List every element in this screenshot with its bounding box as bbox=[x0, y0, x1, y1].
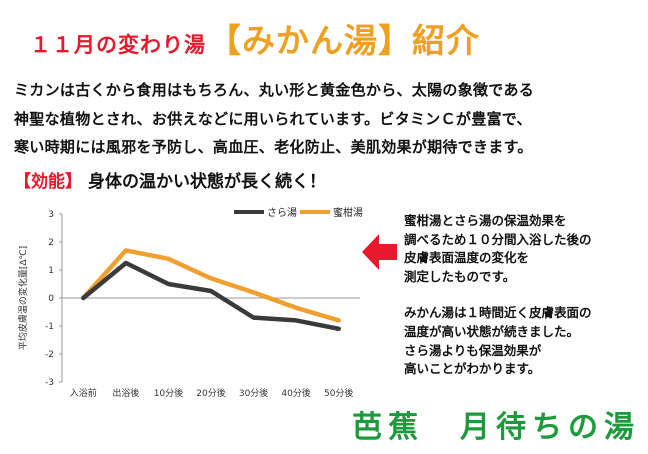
y-tick-label: -2 bbox=[45, 350, 54, 360]
x-tick-label: 出浴後 bbox=[112, 387, 139, 399]
y-tick-label: 3 bbox=[48, 210, 54, 220]
intro-line: ミカンは古くから食用はもちろん、丸い形と黄金色から、太陽の象徴である bbox=[14, 81, 535, 99]
explanation-line: 高いことがわかります。 bbox=[404, 361, 541, 377]
y-tick-label: 1 bbox=[48, 266, 54, 276]
y-axis-label: 平均皮膚温の変化量[Δ℃] bbox=[17, 246, 29, 350]
explanation-line: 測定したものです。 bbox=[404, 268, 516, 284]
legend-label-mikanyu: 蜜柑湯 bbox=[333, 206, 363, 219]
explanation-line: みかん湯は１時間近く皮膚表面の bbox=[404, 305, 592, 321]
explanation-line: さら湯よりも保温効果が bbox=[404, 342, 542, 358]
legend-label-sarayu: さら湯 bbox=[267, 206, 297, 219]
x-tick-label: 30分後 bbox=[239, 387, 268, 399]
left-arrow-icon bbox=[362, 234, 397, 270]
x-tick-label: 10分後 bbox=[154, 387, 183, 399]
explanation-line: 調べるため１０分間入浴した後の bbox=[404, 231, 592, 247]
x-tick-label: 50分後 bbox=[324, 387, 353, 399]
effect-text: 身体の温かい状態が長く続く！ bbox=[88, 171, 326, 192]
conclusion-paragraph: みかん湯は１時間近く皮膚表面の 温度が高い状態が続きました。 さら湯よりも保温効… bbox=[404, 304, 640, 378]
y-tick-label: 0 bbox=[48, 294, 54, 304]
title-month-label: １１月の変わり湯 bbox=[30, 33, 206, 57]
intro-line: 寒い時期には風邪を予防し、高血圧、老化防止、美肌効果が期待できます。 bbox=[14, 138, 533, 156]
effect-tag: 【効能】 bbox=[14, 171, 82, 192]
series-line-mikanyu bbox=[81, 248, 341, 323]
y-tick-label: -1 bbox=[45, 322, 54, 332]
intro-text: ミカンは古くから食用はもちろん、丸い形と黄金色から、太陽の象徴である 神聖な植物… bbox=[14, 76, 638, 162]
explanation-line: 蜜柑湯とさら湯の保温効果を bbox=[404, 213, 567, 228]
y-tick-label: -3 bbox=[45, 378, 54, 388]
x-tick-label: 20分後 bbox=[196, 387, 225, 399]
facility-signature: 芭蕉 月待ちの湯 bbox=[352, 410, 640, 445]
series-line-sarayu bbox=[81, 260, 341, 332]
explanation-paragraph: 蜜柑湯とさら湯の保温効果を 調べるため１０分間入浴した後の 皮膚表面温度の変化を… bbox=[404, 212, 640, 286]
effect-heading: 【効能】 身体の温かい状態が長く続く！ bbox=[14, 164, 326, 194]
title-bath-name: 【みかん湯】紹介 bbox=[208, 21, 480, 60]
page-title: １１月の変わり湯 【みかん湯】紹介 bbox=[30, 14, 480, 60]
skin-temperature-chart: 3 2 1 0 -1 -2 -3 入浴前 出浴後 10分後 20分後 30分後 40分後 50分後 平均皮膚… bbox=[17, 206, 363, 399]
chart-explanation: 蜜柑湯とさら湯の保温効果を 調べるため１０分間入浴した後の 皮膚表面温度の変化を… bbox=[404, 212, 640, 379]
explanation-line: 温度が高い状態が続きました。 bbox=[404, 323, 580, 339]
explanation-line: 皮膚表面温度の変化を bbox=[404, 250, 530, 266]
x-tick-label: 40分後 bbox=[281, 387, 310, 399]
intro-line: 神聖な植物とされ、お供えなどに用いられています。ビタミンＣが豊富で、 bbox=[14, 109, 532, 128]
x-tick-label: 入浴前 bbox=[70, 387, 97, 399]
y-tick-label: 2 bbox=[48, 238, 54, 248]
